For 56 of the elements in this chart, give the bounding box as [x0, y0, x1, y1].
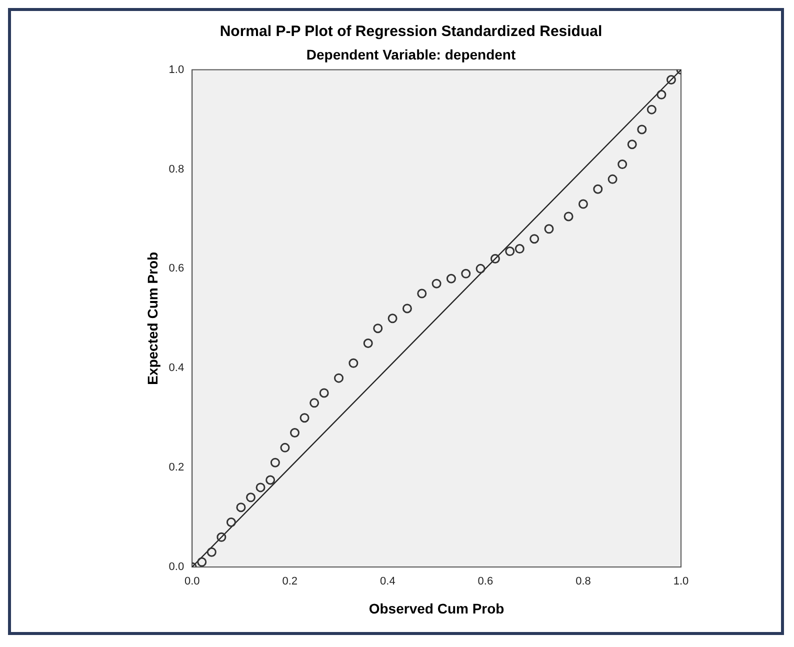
point [544, 224, 554, 234]
y-tick-label: 0.6 [168, 262, 184, 275]
point [656, 90, 666, 100]
y-tick-label: 0.0 [168, 561, 184, 574]
point [216, 532, 226, 542]
point [266, 475, 276, 485]
point [432, 278, 442, 288]
point [256, 482, 266, 492]
x-axis-title: Observed Cum Prob [368, 600, 504, 616]
point [476, 264, 486, 274]
y-axis-title: Expected Cum Prob [144, 252, 160, 385]
point [290, 428, 300, 438]
x-tick-label: 0.2 [282, 576, 298, 588]
y-tick-label: 0.4 [168, 362, 184, 374]
point [417, 288, 427, 298]
point [514, 244, 524, 254]
point [505, 246, 515, 256]
point [206, 547, 216, 557]
point [490, 254, 500, 264]
point [564, 212, 574, 222]
point [334, 373, 344, 383]
point [270, 458, 280, 468]
point [666, 74, 676, 84]
point [280, 442, 290, 452]
point [637, 124, 647, 134]
point [236, 502, 246, 512]
point [461, 268, 471, 278]
point [363, 338, 373, 348]
point [608, 174, 618, 184]
point [402, 304, 412, 314]
point [319, 388, 329, 398]
point [646, 104, 656, 114]
chart-subtitle: Dependent Variable: dependent [306, 46, 516, 62]
y-tick-label: 0.2 [168, 462, 184, 474]
point [618, 160, 628, 170]
y-tick-label: 0.8 [168, 163, 184, 176]
point [310, 398, 320, 408]
point [530, 234, 540, 244]
x-tick-label: 0.0 [184, 576, 200, 588]
y-tick-label: 1.0 [168, 64, 184, 76]
point [246, 492, 256, 502]
x-tick-label: 0.4 [380, 576, 396, 588]
point [300, 413, 310, 423]
point [627, 140, 637, 150]
chart-title: Normal P-P Plot of Regression Standardized Residual [220, 23, 602, 40]
point [578, 199, 588, 209]
point [226, 518, 236, 527]
x-tick-label: 0.8 [576, 576, 591, 588]
point [593, 184, 603, 194]
point [373, 324, 383, 334]
point [348, 358, 358, 368]
point [446, 274, 456, 284]
point [388, 314, 398, 324]
point [197, 557, 207, 567]
x-tick-label: 0.6 [478, 576, 494, 588]
x-tick-label: 1.0 [673, 576, 689, 588]
